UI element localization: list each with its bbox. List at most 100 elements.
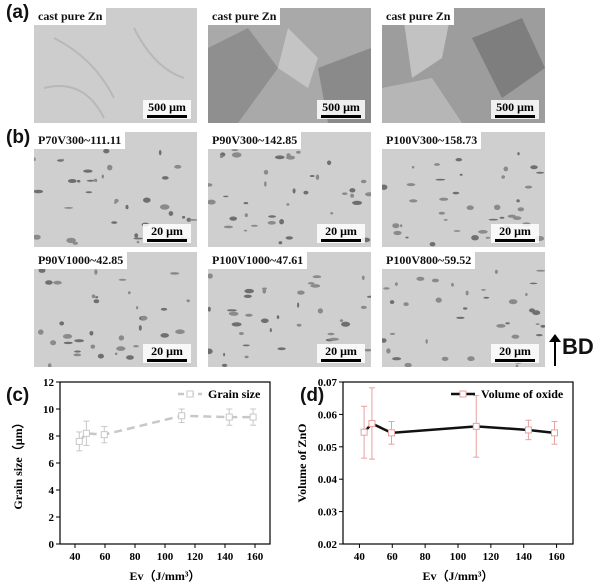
oxide-particle xyxy=(208,199,216,205)
data-point xyxy=(249,413,257,421)
sintered-micrograph: P100V1000~47.61 20 μm xyxy=(208,252,371,367)
oxide-particle xyxy=(535,323,540,325)
oxide-particle xyxy=(389,332,396,335)
plot-frame xyxy=(59,381,271,545)
oxide-particle xyxy=(435,178,446,181)
oxide-particle xyxy=(134,233,139,238)
oxide-particle xyxy=(91,294,96,299)
oxide-particle xyxy=(453,230,461,232)
x-axis-label: Ev（J/mm³） xyxy=(423,568,494,583)
oxide-particle xyxy=(243,202,249,205)
oxide-particle xyxy=(532,310,541,316)
oxide-particle xyxy=(229,311,239,316)
oxide-particle xyxy=(208,348,213,355)
oxide-particle xyxy=(245,313,253,317)
oxide-particle xyxy=(208,273,213,279)
arrow-up-icon xyxy=(549,334,561,342)
data-point xyxy=(550,429,558,437)
data-point xyxy=(368,419,376,427)
oxide-particle xyxy=(315,174,320,180)
oxide-particle xyxy=(160,307,168,311)
y-axis-label: Grain size（μm） xyxy=(10,416,25,509)
scale-bar-text: 500 μm xyxy=(148,100,186,114)
y-axis-label: Volume of ZnO xyxy=(295,424,309,503)
scale-bar-text: 20 μm xyxy=(325,344,357,358)
oxide-particle xyxy=(494,269,498,274)
y-tick-label: 0.05 xyxy=(318,442,338,454)
oxide-particle xyxy=(361,275,365,280)
oxide-particle xyxy=(208,183,213,187)
oxide-particle xyxy=(67,179,77,183)
oxide-particle xyxy=(45,280,53,285)
oxide-particle xyxy=(505,322,510,325)
oxide-particle xyxy=(466,205,474,210)
oxide-particle xyxy=(429,242,436,247)
oxide-particle xyxy=(219,155,224,158)
oxide-particle xyxy=(360,179,367,184)
oxide-particle xyxy=(83,169,93,173)
oxide-particle xyxy=(455,158,463,162)
oxide-particle xyxy=(515,364,519,367)
oxide-particle xyxy=(89,331,94,336)
oxide-particle xyxy=(463,307,468,310)
oxide-particle xyxy=(223,352,226,357)
scale-bar-text: 20 μm xyxy=(151,224,183,238)
oxide-particle xyxy=(269,328,272,333)
oxide-particle xyxy=(286,203,290,206)
oxide-particle xyxy=(508,299,518,305)
data-point xyxy=(100,431,108,439)
y-tick-label: 0.06 xyxy=(318,409,338,421)
oxide-particle xyxy=(279,219,284,225)
oxide-particle xyxy=(160,333,169,338)
micrograph-label: cast pure Zn xyxy=(34,8,107,25)
oxide-particle xyxy=(400,224,403,228)
micrograph-texture xyxy=(382,8,545,123)
oxide-particle xyxy=(403,302,409,307)
oxide-particle xyxy=(441,356,449,361)
oxide-particle xyxy=(297,302,300,308)
oxide-particle xyxy=(64,207,73,209)
data-point xyxy=(472,422,480,430)
oxide-particle xyxy=(382,184,388,190)
y-tick-label: 6 xyxy=(49,458,55,470)
oxide-particle xyxy=(393,230,402,236)
oxide-particle xyxy=(278,241,283,245)
oxide-particle xyxy=(174,164,182,169)
data-point xyxy=(225,413,233,421)
scale-bar: 20 μm xyxy=(143,344,191,363)
oxide-particle xyxy=(101,174,105,179)
sintered-micrograph: P70V300~111.11 20 μm xyxy=(34,132,197,247)
legend-marker xyxy=(459,390,467,398)
oxide-particle xyxy=(95,296,99,299)
oxide-particle xyxy=(188,219,197,221)
oxide-particle xyxy=(529,282,538,285)
oxide-particle xyxy=(34,189,44,194)
arrow-shaft xyxy=(554,340,556,366)
oxide-particle xyxy=(239,332,244,335)
micrograph-label: P90V1000~42.85 xyxy=(34,252,128,269)
oxide-particle xyxy=(431,278,439,283)
y-tick-label: 0.02 xyxy=(318,539,338,551)
scale-bar: 20 μm xyxy=(143,224,191,243)
oxide-particle xyxy=(231,149,239,152)
oxide-particle xyxy=(425,339,428,344)
oxide-particle xyxy=(395,282,398,286)
data-point xyxy=(75,437,83,445)
oxide-particle xyxy=(143,197,151,203)
scale-bar: 500 μm xyxy=(317,100,365,119)
y-tick-label: 0 xyxy=(49,539,55,551)
oxide-particle xyxy=(159,204,170,210)
y-tick-label: 0.04 xyxy=(318,474,338,486)
oxide-particle xyxy=(133,237,143,240)
oxide-particle xyxy=(404,362,412,367)
data-point xyxy=(387,429,395,437)
micrograph-label: P90V300~142.85 xyxy=(208,132,302,149)
oxide-particle xyxy=(536,269,545,272)
scale-bar-text: 20 μm xyxy=(325,224,357,238)
oxide-particle xyxy=(38,329,44,335)
oxide-particle xyxy=(312,275,322,279)
micrograph-texture xyxy=(208,28,371,123)
oxide-particle xyxy=(349,188,356,193)
oxide-particle xyxy=(263,169,269,175)
oxide-particle xyxy=(310,284,321,288)
